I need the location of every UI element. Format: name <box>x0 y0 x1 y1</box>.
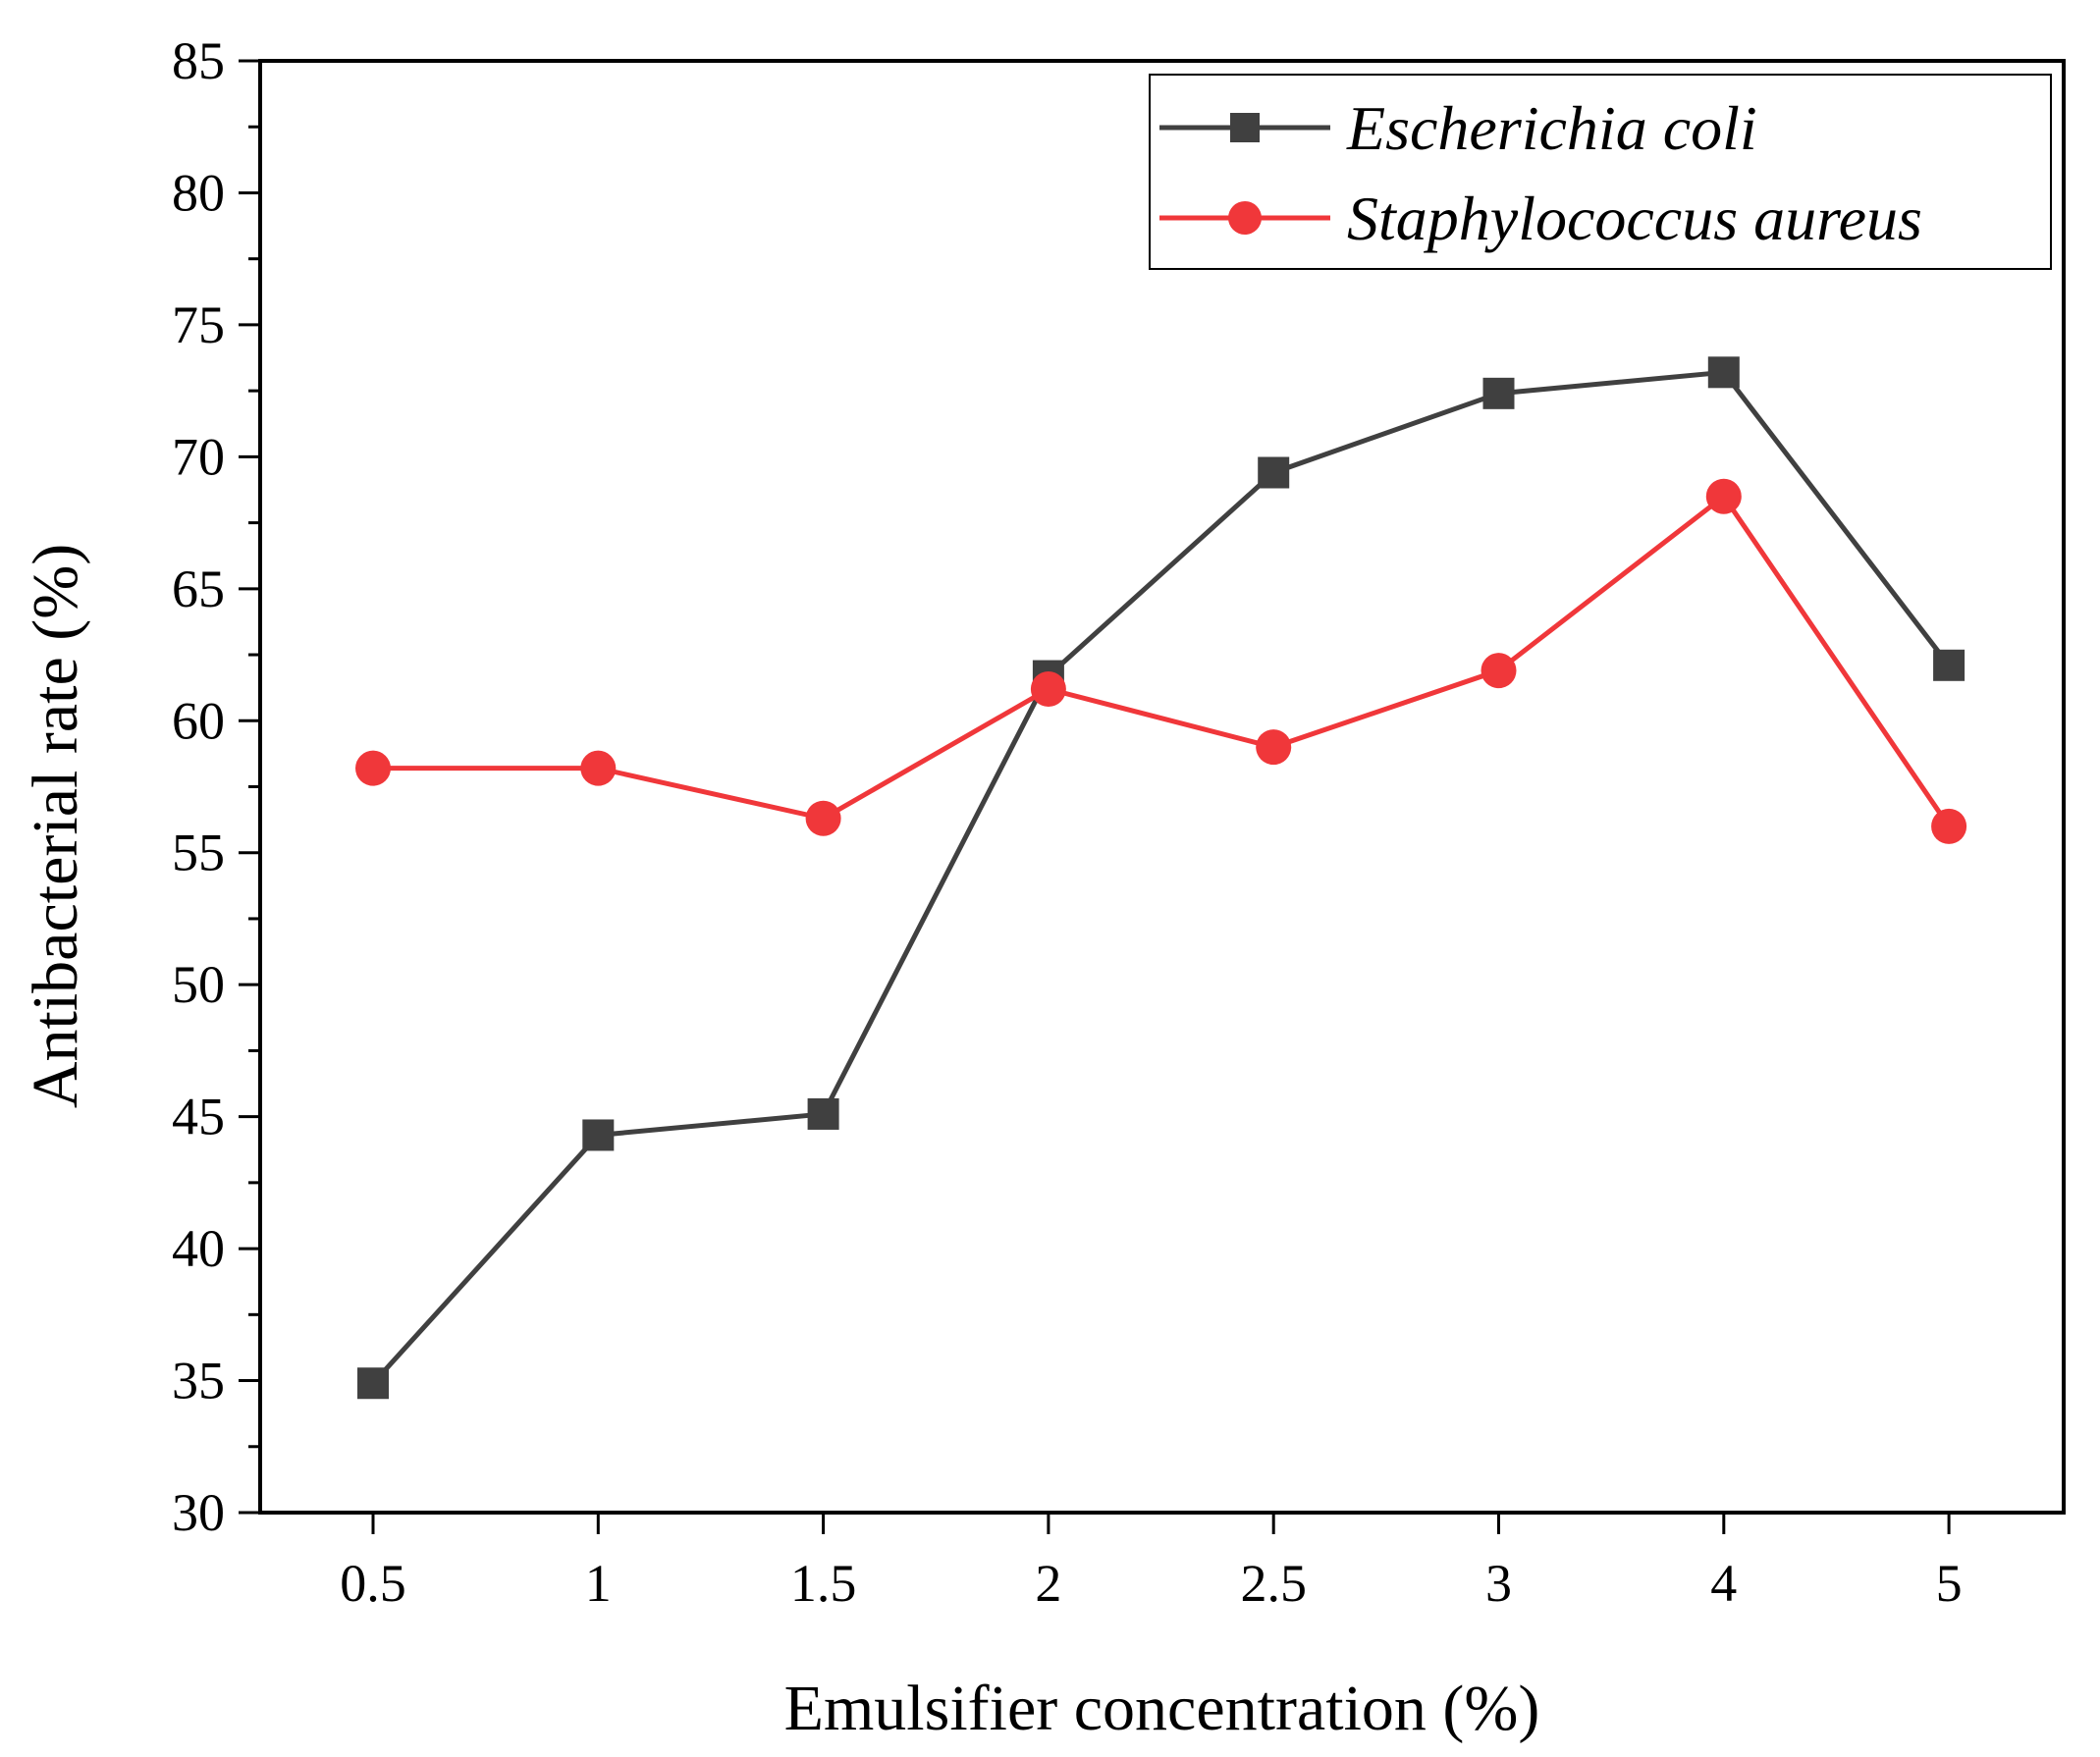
legend-label-0: Escherichia coli <box>1346 93 1757 163</box>
x-axis-ticks: 0.5 1 1.5 2 2.5 3 4 5 <box>340 1513 1963 1613</box>
series-0-point-0.5 <box>357 1367 389 1400</box>
series-0-point-3 <box>1482 377 1515 409</box>
x-tick-label-5: 5 <box>1936 1554 1963 1613</box>
series-1-point-2.5 <box>1256 729 1292 766</box>
legend-label-1: Staphylococcus aureus <box>1347 184 1922 253</box>
series-0-point-1 <box>582 1119 615 1151</box>
y-tick-label-80: 80 <box>172 163 225 222</box>
x-axis-title: Emulsifier concentration (%) <box>784 1673 1540 1744</box>
series-1 <box>355 478 1967 844</box>
x-tick-label-4: 4 <box>1710 1554 1737 1613</box>
y-tick-label-55: 55 <box>172 824 225 882</box>
y-tick-label-60: 60 <box>172 691 225 750</box>
legend-item-0: Escherichia coli <box>1159 93 1757 163</box>
y-tick-label-75: 75 <box>172 295 225 354</box>
series-line-0 <box>371 369 1952 1385</box>
x-tick-label-1.5: 1.5 <box>790 1554 857 1613</box>
series-1-point-2 <box>1030 671 1066 708</box>
legend-box <box>1149 74 2052 270</box>
series-1-point-3 <box>1481 653 1517 689</box>
series-line-1 <box>373 493 1952 828</box>
y-tick-label-45: 45 <box>172 1088 225 1146</box>
y-axis-ticks: 30 35 40 45 50 55 60 65 70 75 80 85 <box>172 31 260 1542</box>
x-tick-label-2: 2 <box>1035 1554 1061 1613</box>
y-tick-label-30: 30 <box>172 1483 225 1542</box>
y-tick-label-70: 70 <box>172 427 225 486</box>
y-axis-title: Antibacterial rate (%) <box>20 544 91 1108</box>
series-1-point-5 <box>1931 808 1967 844</box>
x-tick-label-0.5: 0.5 <box>340 1554 406 1613</box>
series-1-point-4 <box>1705 478 1742 514</box>
x-tick-label-3: 3 <box>1485 1554 1512 1613</box>
legend-marker-0 <box>1230 113 1260 142</box>
legend-item-1: Staphylococcus aureus <box>1159 184 1922 253</box>
x-tick-label-1: 1 <box>585 1554 612 1613</box>
series-1-point-1.5 <box>805 800 841 836</box>
plot-area-frame <box>258 59 2066 1515</box>
series-layer <box>355 356 1967 1400</box>
legend-marker-1 <box>1228 201 1262 235</box>
x-tick-label-2.5: 2.5 <box>1240 1554 1307 1613</box>
series-1-point-1 <box>580 750 617 786</box>
series-0-point-5 <box>1933 649 1965 681</box>
y-tick-label-65: 65 <box>172 559 225 618</box>
series-0-point-2.5 <box>1258 456 1290 489</box>
legend: Escherichia coli Staphylococcus aureus <box>1149 74 2052 270</box>
y-tick-label-85: 85 <box>172 31 225 90</box>
series-0-point-4 <box>1707 356 1740 389</box>
legend-items: Escherichia coli Staphylococcus aureus <box>1159 93 1922 253</box>
y-tick-label-50: 50 <box>172 955 225 1014</box>
series-0-point-1.5 <box>807 1097 839 1130</box>
y-tick-label-40: 40 <box>172 1219 225 1278</box>
y-tick-label-35: 35 <box>172 1352 225 1411</box>
series-1-point-0.5 <box>355 750 391 786</box>
